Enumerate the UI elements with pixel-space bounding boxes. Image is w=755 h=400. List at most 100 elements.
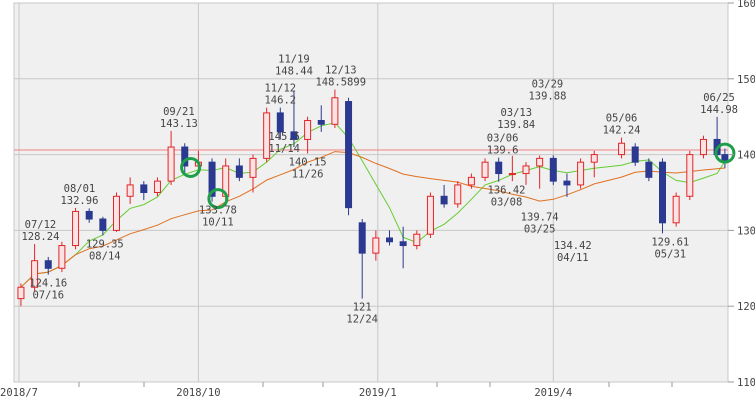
- y-tick-label: 160: [737, 0, 755, 10]
- moving-average-long: [20, 151, 725, 288]
- candle-body: [358, 222, 366, 254]
- candle: [126, 177, 134, 204]
- price-annotation: 133.78: [199, 205, 237, 217]
- candle-body: [386, 237, 393, 243]
- price-annotation: 09/21: [163, 106, 195, 118]
- y-tick-label: 140: [737, 150, 755, 162]
- candle: [454, 181, 462, 208]
- candle: [467, 173, 475, 189]
- candle: [113, 192, 120, 232]
- candle-body: [263, 112, 271, 159]
- x-tick-label: 2019/1: [359, 387, 397, 399]
- candle: [645, 158, 653, 182]
- candle-body: [235, 165, 243, 178]
- candle: [72, 207, 80, 250]
- candle: [99, 216, 107, 236]
- candle-body: [167, 146, 175, 182]
- candle-body: [290, 131, 298, 140]
- price-annotation: 12/13: [325, 64, 357, 76]
- highlight-circle: [207, 188, 229, 210]
- candle: [235, 158, 243, 182]
- candle: [481, 158, 489, 182]
- candle: [31, 244, 39, 292]
- candle-body: [58, 245, 66, 269]
- candle: [317, 105, 325, 132]
- candle-body: [549, 157, 557, 182]
- price-annotation: 139.6: [487, 145, 519, 157]
- candle: [44, 256, 52, 275]
- candle: [590, 150, 598, 178]
- candle-body: [249, 157, 257, 178]
- y-tick-label: 130: [737, 225, 755, 237]
- candle-body: [113, 195, 120, 231]
- y-tick-label: 110: [737, 377, 755, 389]
- candle-body: [208, 161, 216, 197]
- price-annotation: 08/01: [64, 183, 96, 195]
- price-annotation: 129.61: [651, 236, 689, 248]
- candle-body: [44, 260, 52, 269]
- candle-body: [426, 195, 434, 235]
- candle-body: [659, 161, 666, 224]
- price-annotation: 129.35: [86, 238, 124, 250]
- candle: [399, 226, 407, 269]
- candle-body: [618, 142, 626, 156]
- candle: [577, 158, 585, 189]
- candle-body: [345, 101, 353, 209]
- price-annotation: 03/08: [491, 197, 523, 209]
- price-annotation: 139.74: [521, 212, 559, 224]
- x-tick-label: 2018/7: [0, 387, 38, 399]
- price-annotation: 139.84: [497, 119, 535, 131]
- highlight-circle: [714, 142, 736, 164]
- candle-body: [467, 176, 475, 186]
- price-annotation: 03/25: [524, 224, 556, 236]
- candle: [508, 155, 516, 182]
- price-annotation: 11/26: [292, 168, 324, 180]
- candle: [167, 130, 175, 185]
- x-tick-label: 2018/10: [176, 387, 220, 399]
- price-annotation: 03/13: [500, 107, 532, 119]
- price-annotation: 10/11: [202, 217, 234, 229]
- price-annotation: 144.98: [700, 104, 738, 116]
- price-annotation: 08/14: [89, 250, 121, 262]
- price-annotation: 06/25: [703, 92, 735, 104]
- price-annotation: 05/06: [606, 113, 638, 125]
- candle-body: [181, 146, 189, 167]
- candle: [181, 143, 189, 174]
- candle-body: [645, 161, 653, 178]
- candle: [549, 155, 557, 185]
- candle-body: [413, 233, 421, 247]
- candle: [672, 192, 680, 227]
- candle: [208, 158, 216, 202]
- x-tick-label: 2019/4: [534, 387, 572, 399]
- price-annotation: 124.16: [29, 278, 67, 290]
- candle-body: [153, 180, 161, 194]
- candle: [686, 150, 694, 201]
- price-annotation: 136.42: [488, 185, 526, 197]
- candle-body: [72, 210, 80, 247]
- candle: [522, 162, 530, 185]
- candle: [386, 230, 393, 246]
- price-annotation-group: 145.511/14: [268, 131, 300, 155]
- candle-body: [399, 241, 407, 247]
- price-annotation: 146.2: [264, 95, 296, 107]
- candle-body: [672, 195, 680, 224]
- candle: [495, 157, 503, 182]
- price-annotation: 142.24: [603, 125, 641, 137]
- candle-body: [686, 154, 694, 197]
- candle: [536, 155, 544, 189]
- price-annotation: 07/12: [25, 219, 57, 231]
- candle: [331, 89, 339, 129]
- candle-body: [536, 157, 544, 167]
